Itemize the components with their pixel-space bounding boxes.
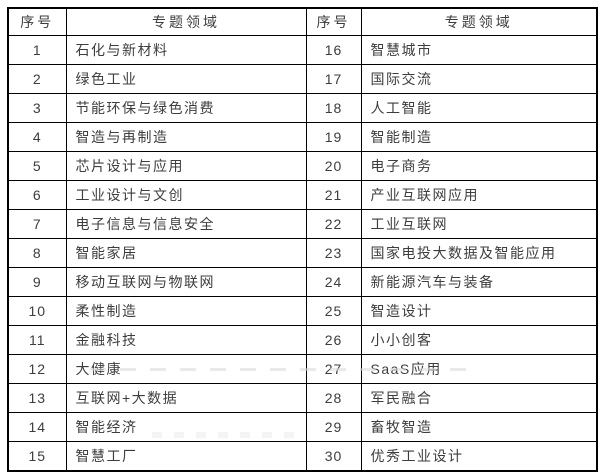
topic-cell: 国家电投大数据及智能应用	[360, 238, 598, 268]
row-number-cell: 11	[7, 325, 67, 355]
row-number-cell: 4	[7, 122, 67, 152]
topic-cell: 移动互联网与物联网	[65, 267, 307, 297]
topic-cell: 智慧城市	[360, 35, 598, 65]
row-number-cell: 6	[7, 180, 67, 210]
table-row: 9 移动互联网与物联网 24 新能源汽车与装备	[7, 267, 598, 297]
topic-cell: 国际交流	[360, 64, 598, 94]
topic-cell: 电子商务	[360, 151, 598, 181]
row-number-cell: 28	[305, 383, 362, 413]
table-row: 1 石化与新材料 16 智慧城市	[7, 35, 598, 65]
row-number-cell: 23	[305, 238, 362, 268]
table-row: 6 工业设计与文创 21 产业互联网应用	[7, 180, 598, 210]
header-no-left: 序号	[7, 7, 67, 36]
row-number-cell: 9	[7, 267, 67, 297]
table-row: 8 智能家居 23 国家电投大数据及智能应用	[7, 238, 598, 268]
table-row: 10 柔性制造 25 智造设计	[7, 296, 598, 326]
row-number-cell: 17	[305, 64, 362, 94]
topic-cell: 智能经济	[65, 412, 307, 442]
row-number-cell: 29	[305, 412, 362, 442]
row-number-cell: 16	[305, 35, 362, 65]
topic-cell: 大健康	[65, 354, 307, 384]
topics-table-container: 序号 专题领域 序号 专题领域 1 石化与新材料 16 智慧城市 2 绿色工业 …	[7, 7, 598, 472]
header-no-right: 序号	[305, 7, 362, 36]
table-row: 14 智能经济 29 畜牧智造	[7, 412, 598, 442]
topic-cell: 工业设计与文创	[65, 180, 307, 210]
table-row: 7 电子信息与信息安全 22 工业互联网	[7, 209, 598, 239]
row-number-cell: 27	[305, 354, 362, 384]
topic-cell: 互联网+大数据	[65, 383, 307, 413]
row-number-cell: 12	[7, 354, 67, 384]
row-number-cell: 1	[7, 35, 67, 65]
table-row: 15 智慧工厂 30 优秀工业设计	[7, 441, 598, 472]
row-number-cell: 2	[7, 64, 67, 94]
table-row: 4 智造与再制造 19 智能制造	[7, 122, 598, 152]
topic-cell: 新能源汽车与装备	[360, 267, 598, 297]
topic-cell: SaaS应用	[360, 354, 598, 384]
topics-table: 序号 专题领域 序号 专题领域 1 石化与新材料 16 智慧城市 2 绿色工业 …	[7, 7, 598, 472]
table-row: 3 节能环保与绿色消费 18 人工智能	[7, 93, 598, 123]
topic-cell: 节能环保与绿色消费	[65, 93, 307, 123]
topic-cell: 电子信息与信息安全	[65, 209, 307, 239]
row-number-cell: 20	[305, 151, 362, 181]
topic-cell: 石化与新材料	[65, 35, 307, 65]
row-number-cell: 3	[7, 93, 67, 123]
header-row: 序号 专题领域 序号 专题领域	[7, 7, 598, 36]
table-row: 2 绿色工业 17 国际交流	[7, 64, 598, 94]
topic-cell: 金融科技	[65, 325, 307, 355]
topic-cell: 智慧工厂	[65, 441, 307, 472]
table-row: 12 大健康 27 SaaS应用	[7, 354, 598, 384]
row-number-cell: 15	[7, 441, 67, 472]
row-number-cell: 14	[7, 412, 67, 442]
topic-cell: 优秀工业设计	[360, 441, 598, 472]
header-field-left: 专题领域	[65, 7, 307, 36]
table-row: 11 金融科技 26 小小创客	[7, 325, 598, 355]
topic-cell: 产业互联网应用	[360, 180, 598, 210]
row-number-cell: 18	[305, 93, 362, 123]
table-row: 13 互联网+大数据 28 军民融合	[7, 383, 598, 413]
topic-cell: 智造设计	[360, 296, 598, 326]
row-number-cell: 13	[7, 383, 67, 413]
table-row: 5 芯片设计与应用 20 电子商务	[7, 151, 598, 181]
topic-cell: 绿色工业	[65, 64, 307, 94]
row-number-cell: 8	[7, 238, 67, 268]
topic-cell: 智能制造	[360, 122, 598, 152]
topic-cell: 工业互联网	[360, 209, 598, 239]
topic-cell: 芯片设计与应用	[65, 151, 307, 181]
topic-cell: 畜牧智造	[360, 412, 598, 442]
row-number-cell: 26	[305, 325, 362, 355]
row-number-cell: 5	[7, 151, 67, 181]
topic-cell: 人工智能	[360, 93, 598, 123]
row-number-cell: 30	[305, 441, 362, 472]
row-number-cell: 10	[7, 296, 67, 326]
row-number-cell: 22	[305, 209, 362, 239]
header-field-right: 专题领域	[360, 7, 598, 36]
row-number-cell: 21	[305, 180, 362, 210]
topic-cell: 小小创客	[360, 325, 598, 355]
topic-cell: 智造与再制造	[65, 122, 307, 152]
row-number-cell: 19	[305, 122, 362, 152]
row-number-cell: 25	[305, 296, 362, 326]
topic-cell: 智能家居	[65, 238, 307, 268]
row-number-cell: 24	[305, 267, 362, 297]
row-number-cell: 7	[7, 209, 67, 239]
topic-cell: 柔性制造	[65, 296, 307, 326]
topic-cell: 军民融合	[360, 383, 598, 413]
